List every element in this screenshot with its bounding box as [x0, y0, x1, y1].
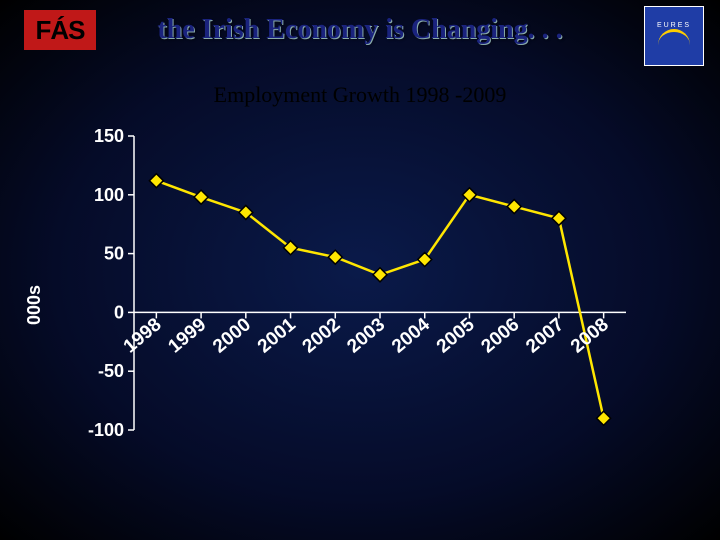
y-tick-label: 0 [114, 302, 124, 322]
y-tick-label: -50 [98, 361, 124, 381]
y-tick-label: -100 [88, 420, 124, 440]
data-marker [194, 190, 208, 204]
y-axis-label: 000s [24, 130, 45, 480]
x-tick-label: 1998 [120, 314, 166, 357]
x-tick-label: 1999 [164, 314, 210, 357]
data-marker [328, 250, 342, 264]
page-title: the Irish Economy is Changing. . . [0, 14, 720, 46]
x-tick-label: 2006 [478, 314, 524, 357]
line-chart: -100-50050100150199819992000200120022003… [84, 130, 644, 480]
chart-subtitle: Employment Growth 1998 -2009 [0, 82, 720, 108]
x-tick-label: 2008 [567, 314, 613, 357]
data-marker [507, 200, 521, 214]
y-tick-label: 150 [94, 126, 124, 146]
x-tick-label: 2007 [522, 314, 568, 357]
data-marker [597, 411, 611, 425]
x-tick-label: 2005 [433, 314, 479, 358]
x-tick-label: 2004 [388, 314, 434, 358]
x-tick-label: 2003 [343, 314, 389, 357]
x-tick-label: 2001 [254, 314, 300, 358]
y-tick-label: 100 [94, 185, 124, 205]
x-tick-label: 2000 [209, 314, 255, 357]
data-marker [373, 268, 387, 282]
x-tick-label: 2002 [299, 314, 345, 357]
data-marker [552, 211, 566, 225]
chart-area: 000s -100-500501001501998199920002001200… [84, 130, 644, 480]
data-marker [149, 174, 163, 188]
y-tick-label: 50 [104, 244, 124, 264]
